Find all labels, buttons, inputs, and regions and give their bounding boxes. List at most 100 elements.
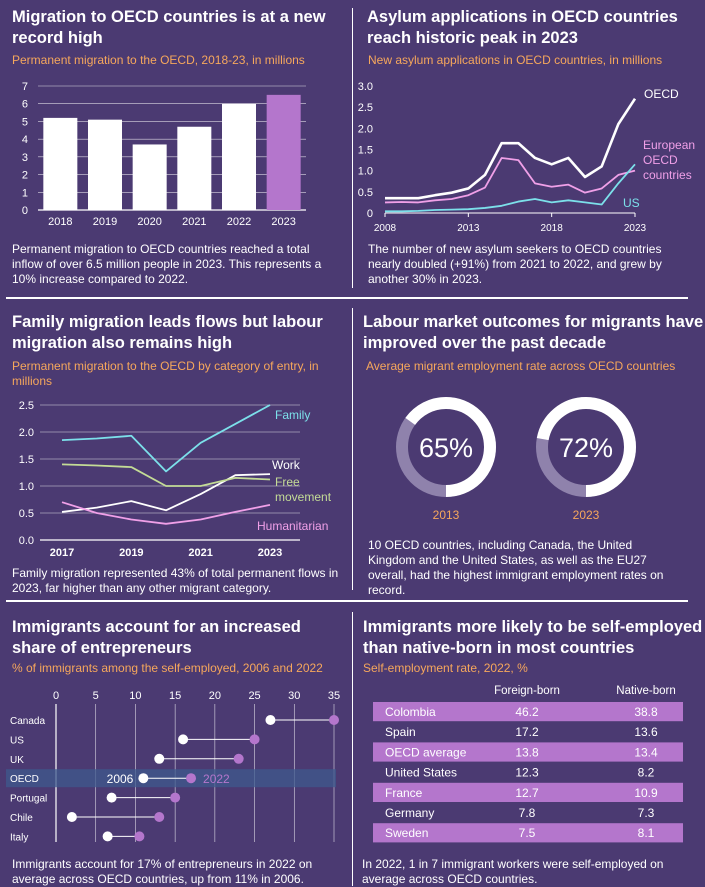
y-tick-label: 0 — [22, 205, 28, 217]
x-tick-label: 2021 — [182, 216, 206, 228]
donut-year-label: 2023 — [573, 508, 600, 522]
horizontal-divider-1 — [6, 297, 688, 299]
y-tick-label: 1.0 — [358, 166, 373, 178]
table-cell-foreign: 12.7 — [515, 786, 539, 800]
x-tick-label: 2023 — [624, 223, 647, 234]
dot-2006-oecd — [138, 773, 149, 784]
y-tick-label: 1.5 — [19, 454, 34, 466]
legend-label-humanitarian: Humanitarian — [257, 519, 328, 533]
table-row-highlight — [373, 823, 683, 843]
panel3-title: Family migration leads flows but labour … — [12, 313, 323, 352]
series-line-european-oecd-countries — [384, 157, 636, 204]
x-tick-label: 0 — [53, 690, 59, 702]
y-tick-label: 6 — [22, 99, 28, 111]
x-tick-label: 2023 — [258, 547, 282, 559]
table-cell-foreign: 7.5 — [519, 826, 536, 840]
x-tick-label: 2019 — [93, 216, 117, 228]
y-tick-label: 2 — [22, 170, 28, 182]
column-header-foreign-born: Foreign-born — [494, 685, 560, 697]
bar-2018 — [43, 117, 78, 210]
donut-year-label: 2013 — [433, 508, 460, 522]
x-tick-label: 25 — [248, 690, 260, 702]
table-cell-native: 8.1 — [638, 826, 655, 840]
panel5-subtitle: % of immigrants among the self-employed,… — [12, 661, 323, 675]
table-cell-country: Sweden — [385, 826, 428, 840]
country-label: Chile — [10, 813, 33, 824]
series-line-oecd — [385, 97, 637, 200]
dot-2022-canada — [329, 715, 339, 725]
table-cell-foreign: 7.8 — [519, 806, 536, 820]
y-tick-label: 2.0 — [358, 123, 373, 135]
y-tick-label: 0.5 — [19, 508, 34, 520]
series-line-work — [61, 473, 271, 513]
x-tick-label: 15 — [169, 690, 181, 702]
table-row-highlight — [373, 742, 683, 762]
country-label: US — [10, 735, 24, 746]
vertical-divider-top — [352, 8, 353, 288]
y-tick-label: 3 — [22, 152, 28, 164]
table-cell-country: France — [385, 786, 423, 800]
vertical-divider-middle — [352, 308, 353, 590]
y-tick-label: 2.5 — [19, 400, 34, 412]
table-cell-country: Spain — [385, 725, 416, 739]
table-cell-country: OECD average — [385, 745, 467, 759]
panel1-bar-chart: 0 1 2 3 4 5 6 7 2018 2019 2020 2021 2022 2023 — [22, 81, 306, 228]
x-tick-label: 30 — [288, 690, 300, 702]
panel5-description: Immigrants account for 17% of entreprene… — [12, 857, 313, 886]
table-row-highlight — [373, 702, 683, 722]
panel6-description: In 2022, 1 in 7 immigrant workers were s… — [362, 857, 664, 886]
table-cell-country: Germany — [385, 806, 434, 820]
x-tick-label: 2008 — [374, 223, 397, 234]
dot-2022-oecd — [186, 773, 197, 784]
y-tick-label: 2.0 — [19, 427, 34, 439]
dot-2006-uk — [154, 753, 165, 764]
legend-label-european: European — [643, 138, 695, 152]
panel4-donut-charts: 65% 2013 72% 2023 — [396, 397, 636, 522]
y-tick-label: 7 — [22, 81, 28, 93]
column-header-native-born: Native-born — [616, 685, 675, 697]
legend-label-free-movement: Free — [275, 475, 300, 489]
panel3-line-chart: 0.0 0.5 1.0 1.5 2.0 2.5 2017 2019 2021 2023 Family… — [19, 400, 332, 559]
x-tick-label: 2019 — [119, 547, 143, 559]
dot-2022-portugal — [170, 792, 181, 803]
donut-value-2013 — [396, 397, 496, 497]
panel2-title: Asylum applications in OECD countries re… — [367, 8, 678, 47]
panel4-title: Labour market outcomes for migrants have… — [363, 313, 704, 352]
dot-2006-us — [178, 734, 189, 745]
legend-label-family: Family — [275, 408, 310, 422]
y-tick-label: 1 — [22, 187, 28, 199]
y-tick-label: 0.0 — [19, 535, 34, 547]
legend-label-european: countries — [643, 168, 692, 182]
series-line-humanitarian — [61, 501, 271, 525]
panel6-title: Immigrants more likely to be self-employ… — [363, 618, 703, 657]
panel3-description: Family migration represented 43% of tota… — [12, 566, 339, 595]
country-label: Italy — [10, 832, 28, 843]
y-tick-label: 0.5 — [358, 187, 373, 199]
panel2-description: The number of new asylum seekers to OECD… — [368, 242, 662, 286]
table-row-highlight — [373, 782, 683, 802]
table-cell-foreign: 17.2 — [515, 725, 539, 739]
panel5-dot-plot: 0 5 10 15 20 25 30 35 Canada US UK OECD 2006 2022 Port… — [6, 690, 340, 843]
x-tick-label: 2020 — [137, 216, 161, 228]
x-tick-label: 2018 — [541, 223, 564, 234]
bar-2019 — [88, 119, 122, 210]
panel3-subtitle: Permanent migration to the OECD by categ… — [12, 359, 319, 388]
y-tick-label: 1.0 — [19, 481, 34, 493]
legend-label-oecd: OECD — [644, 87, 679, 101]
y-tick-label: 5 — [22, 116, 28, 128]
country-label: OECD — [10, 774, 39, 785]
y-tick-label: 3.0 — [358, 81, 373, 93]
bar-2023 — [266, 94, 301, 210]
horizontal-divider-2 — [6, 600, 688, 602]
y-tick-label: 4 — [22, 134, 28, 146]
table-cell-native: 38.8 — [634, 705, 658, 719]
table-cell-native: 13.4 — [634, 745, 658, 759]
series-line-us — [385, 163, 636, 213]
table-cell-country: United States — [385, 766, 457, 780]
y-tick-label: 2.5 — [358, 102, 373, 114]
x-tick-label: 5 — [93, 690, 99, 702]
dot-2022-italy — [134, 831, 145, 842]
y-tick-label: 0 — [367, 208, 373, 220]
legend-label-2006: 2006 — [107, 772, 134, 786]
